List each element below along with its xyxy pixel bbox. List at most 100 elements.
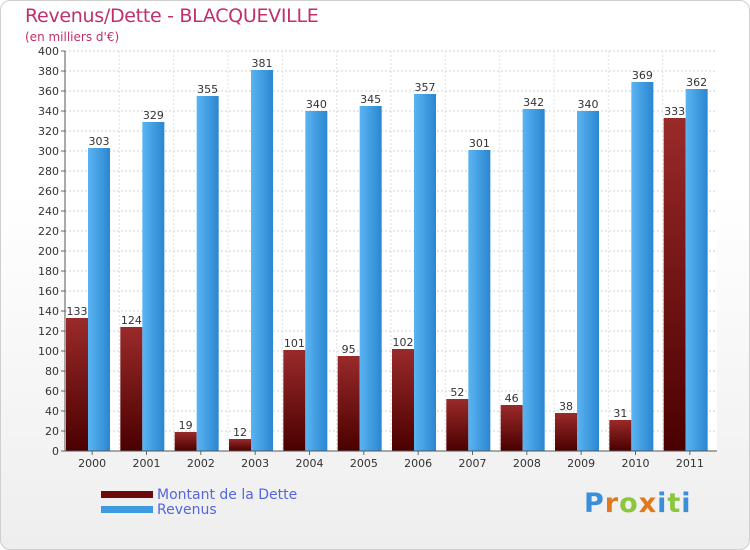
x-tick-label: 2005 xyxy=(350,457,378,470)
x-tick-label: 2003 xyxy=(241,457,269,470)
debt-value-label: 19 xyxy=(179,419,193,432)
revenus-bar xyxy=(522,109,545,451)
debt-value-label: 95 xyxy=(342,343,356,356)
y-tick-label: 160 xyxy=(38,285,59,298)
logo-letter: P xyxy=(584,488,605,519)
y-tick-label: 120 xyxy=(38,325,59,338)
y-tick-label: 300 xyxy=(38,145,59,158)
y-tick-label: 320 xyxy=(38,125,59,138)
revenus-value-label: 329 xyxy=(143,109,164,122)
revenus-value-label: 381 xyxy=(252,57,273,70)
debt-bar xyxy=(446,399,469,451)
revenus-bar xyxy=(631,82,654,451)
revenus-value-label: 303 xyxy=(89,135,110,148)
x-tick-label: 2008 xyxy=(513,457,541,470)
debt-bar xyxy=(337,356,360,451)
legend-label-debt: Montant de la Dette xyxy=(157,486,298,503)
debt-bar xyxy=(609,420,632,451)
y-tick-label: 180 xyxy=(38,265,59,278)
debt-bar xyxy=(500,405,523,451)
y-tick-label: 40 xyxy=(45,405,59,418)
revenus-bar xyxy=(88,148,110,451)
debt-bar xyxy=(174,432,197,451)
x-tick-label: 2006 xyxy=(404,457,432,470)
revenus-value-label: 362 xyxy=(686,76,707,89)
x-tick-label: 2007 xyxy=(459,457,487,470)
chart-title: Revenus/Dette - BLACQUEVILLE xyxy=(25,5,319,27)
y-tick-label: 260 xyxy=(38,185,59,198)
legend: Montant de la Dette Revenus xyxy=(101,486,298,518)
revenus-value-label: 301 xyxy=(469,137,490,150)
revenus-value-label: 345 xyxy=(360,93,381,106)
x-tick-label: 2009 xyxy=(567,457,595,470)
debt-value-label: 46 xyxy=(505,392,519,405)
y-tick-label: 80 xyxy=(45,365,59,378)
debt-value-label: 38 xyxy=(559,400,573,413)
debt-value-label: 12 xyxy=(233,426,247,439)
legend-item-revenus: Revenus xyxy=(101,501,297,518)
revenus-bar xyxy=(251,70,273,451)
y-tick-label: 60 xyxy=(45,385,59,398)
x-tick-label: 2002 xyxy=(187,457,215,470)
logo-letter: x xyxy=(638,488,658,519)
y-tick-label: 100 xyxy=(38,345,59,358)
legend-label-revenus: Revenus xyxy=(157,501,217,518)
debt-bar xyxy=(555,413,577,451)
y-tick-label: 20 xyxy=(45,425,59,438)
debt-value-label: 52 xyxy=(450,386,464,399)
debt-bar xyxy=(283,350,306,451)
logo-letter: i xyxy=(681,488,692,519)
y-tick-label: 280 xyxy=(38,165,59,178)
revenus-value-label: 342 xyxy=(523,96,544,109)
x-tick-label: 2010 xyxy=(622,457,650,470)
revenus-bar xyxy=(685,89,708,451)
debt-bar xyxy=(120,327,143,451)
x-tick-label: 2001 xyxy=(133,457,161,470)
debt-value-label: 133 xyxy=(67,305,88,318)
logo-letter: i xyxy=(657,488,668,519)
y-tick-label: 400 xyxy=(38,45,59,58)
revenus-bar xyxy=(196,96,219,451)
debt-bar xyxy=(229,439,251,451)
y-tick-label: 0 xyxy=(52,445,59,458)
revenus-bar xyxy=(577,111,599,451)
y-tick-label: 220 xyxy=(38,225,59,238)
chart-subtitle: (en milliers d'€) xyxy=(25,30,120,44)
revenus-value-label: 340 xyxy=(578,98,599,111)
legend-item-debt: Montant de la Dette xyxy=(101,486,298,503)
debt-value-label: 101 xyxy=(284,337,305,350)
y-tick-label: 240 xyxy=(38,205,59,218)
logo-letter: t xyxy=(667,488,682,519)
x-tick-label: 2004 xyxy=(296,457,324,470)
debt-bar xyxy=(663,118,686,451)
revenus-value-label: 357 xyxy=(415,81,436,94)
debt-value-label: 124 xyxy=(121,314,142,327)
proxiti-logo: Proxiti xyxy=(584,488,692,519)
revenus-bar xyxy=(142,122,165,451)
debt-value-label: 102 xyxy=(393,336,414,349)
y-tick-label: 340 xyxy=(38,105,59,118)
debt-bar xyxy=(392,349,414,451)
revenus-bar xyxy=(414,94,436,451)
logo-letter: o xyxy=(619,488,639,519)
y-tick-label: 140 xyxy=(38,305,59,318)
revenus-bar xyxy=(305,111,328,451)
revenus-bar xyxy=(359,106,382,451)
x-tick-label: 2000 xyxy=(78,457,106,470)
legend-swatch-debt xyxy=(101,491,153,498)
debt-bar xyxy=(66,318,88,451)
revenus-value-label: 369 xyxy=(632,69,653,82)
y-tick-label: 360 xyxy=(38,85,59,98)
debt-value-label: 333 xyxy=(664,105,685,118)
revenus-value-label: 355 xyxy=(197,83,218,96)
legend-swatch-revenus xyxy=(101,506,153,513)
debt-value-label: 31 xyxy=(613,407,627,420)
y-tick-label: 200 xyxy=(38,245,59,258)
revenus-value-label: 340 xyxy=(306,98,327,111)
logo-letter: r xyxy=(604,488,620,519)
x-tick-label: 2011 xyxy=(676,457,704,470)
y-tick-label: 380 xyxy=(38,65,59,78)
revenus-bar xyxy=(468,150,491,451)
